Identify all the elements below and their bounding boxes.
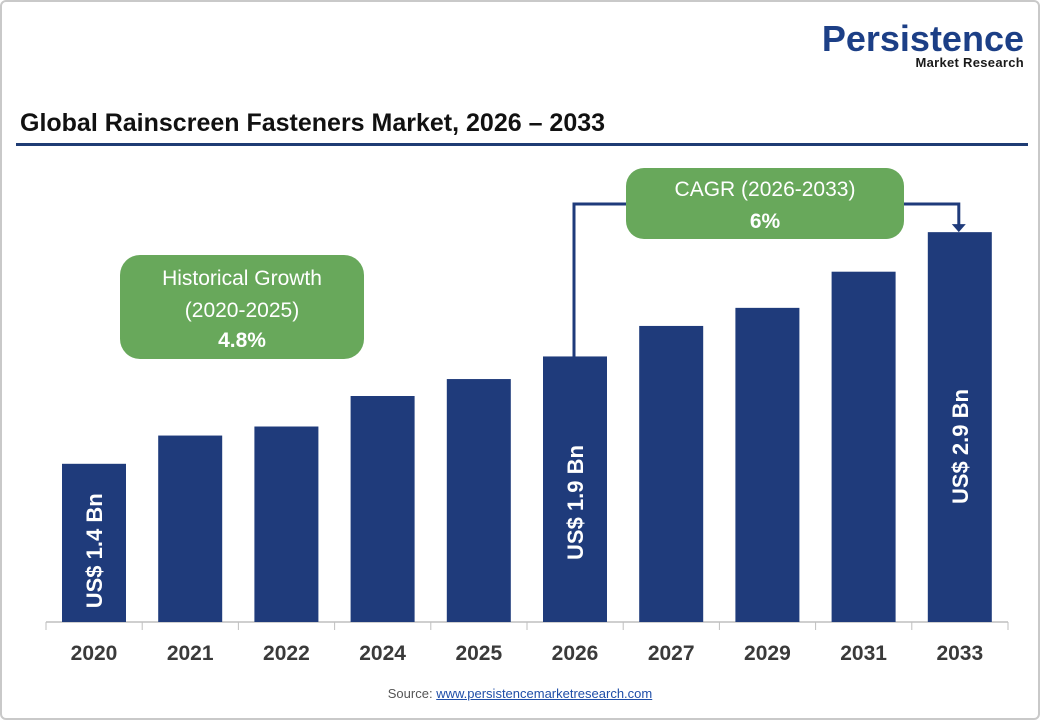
cagr-label: CAGR (2026-2033) xyxy=(675,178,856,201)
bar-2027 xyxy=(639,325,704,622)
historical-growth-label: (2020-2025) xyxy=(185,299,299,322)
logo-subtitle: Market Research xyxy=(915,55,1024,70)
bar-2022 xyxy=(254,426,319,622)
bar-2026 xyxy=(543,356,607,622)
x-tick-label-2026: 2026 xyxy=(552,642,599,665)
data-label-2033: US$ 2.9 Bn xyxy=(948,389,973,504)
chart-title: Global Rainscreen Fasteners Market, 2026… xyxy=(20,109,606,137)
historical-growth-callout xyxy=(120,255,364,359)
cagr-value: 6% xyxy=(750,210,781,233)
x-tick-label-2024: 2024 xyxy=(359,642,406,665)
historical-growth-label: Historical Growth xyxy=(162,267,322,290)
bar-2033 xyxy=(927,232,992,622)
brand-logo: Persistence Market Research xyxy=(821,18,1024,71)
bar-2021 xyxy=(158,435,223,622)
data-label-2026: US$ 1.9 Bn xyxy=(563,445,588,560)
source-link[interactable]: www.persistencemarketresearch.com xyxy=(436,686,653,701)
x-tick-label-2027: 2027 xyxy=(648,642,695,665)
x-tick-label-2031: 2031 xyxy=(840,642,887,665)
bar-2020 xyxy=(62,463,126,622)
logo-name: Persistence xyxy=(821,18,1024,59)
x-tick-label-2020: 2020 xyxy=(71,642,118,665)
source-label: Source: xyxy=(387,686,433,701)
x-tick-label-2029: 2029 xyxy=(744,642,791,665)
cagr-callout xyxy=(626,168,904,239)
data-label-2020: US$ 1.4 Bn xyxy=(82,493,107,608)
historical-growth-value: 4.8% xyxy=(218,329,266,352)
source-note: Source: www.persistencemarketresearch.co… xyxy=(0,686,1040,701)
x-tick-label-2022: 2022 xyxy=(263,642,310,665)
bar-2029 xyxy=(735,307,800,622)
x-tick-label-2025: 2025 xyxy=(455,642,502,665)
bar-2024 xyxy=(350,396,415,622)
x-tick-label-2033: 2033 xyxy=(936,642,983,665)
cagr-arrowhead xyxy=(951,224,966,233)
bar-2025 xyxy=(446,379,511,622)
bar-2031 xyxy=(831,271,896,622)
x-tick-label-2021: 2021 xyxy=(167,642,214,665)
title-divider xyxy=(16,143,1028,146)
